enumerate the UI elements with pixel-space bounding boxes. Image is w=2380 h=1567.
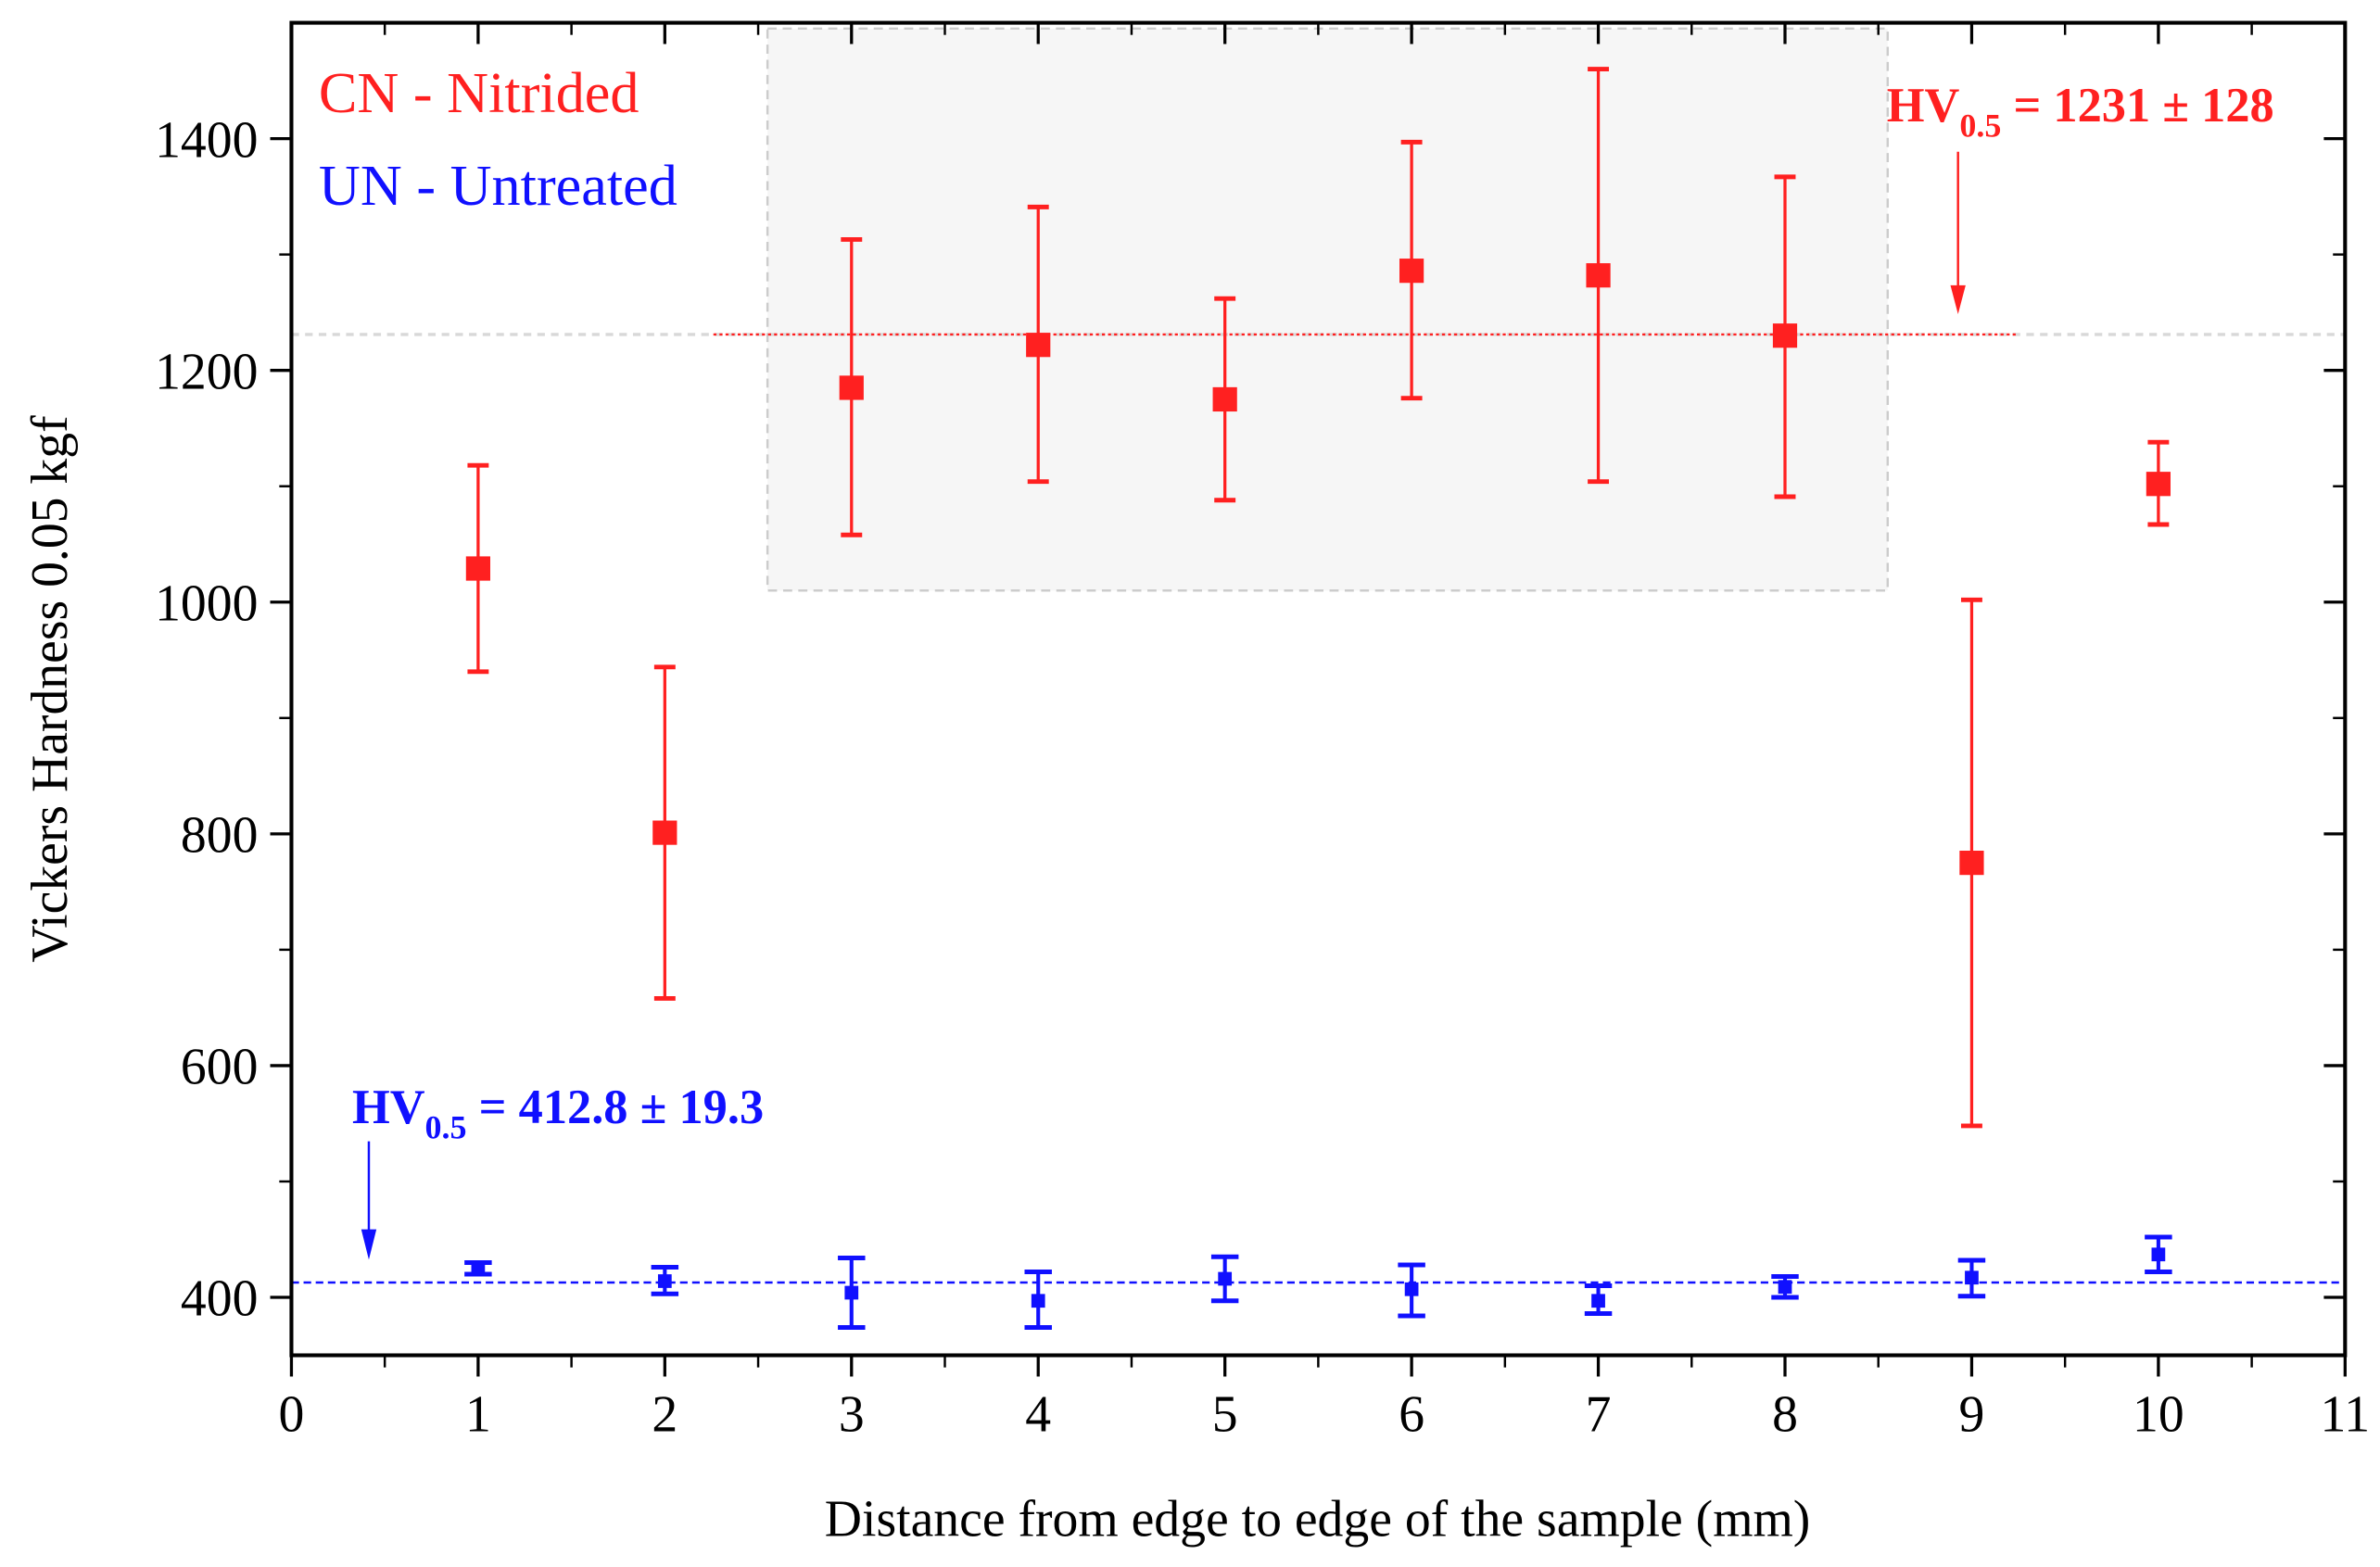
legend-cn: CN - Nitrided [319,62,639,125]
point-cn-1 [465,556,490,581]
point-cn-8 [1772,323,1798,348]
y-axis-label: Vickers Hardness 0.05 kgf [21,415,79,963]
point-un-4 [1031,1294,1045,1308]
x-tick-label: 5 [1212,1385,1238,1443]
point-cn-3 [839,375,864,400]
point-cn-7 [1586,263,1611,288]
point-un-3 [844,1285,859,1300]
point-cn-9 [1959,851,1984,876]
point-cn-10 [2146,472,2171,497]
arrow-cn [1950,151,1966,315]
x-tick-label: 1 [465,1385,491,1443]
x-tick-label: 8 [1772,1385,1798,1443]
y-tick-label: 1000 [155,575,258,632]
point-un-1 [471,1261,486,1276]
point-un-8 [1778,1280,1792,1295]
x-tick-label: 10 [2133,1385,2184,1443]
point-cn-5 [1212,386,1237,412]
point-un-5 [1218,1271,1233,1286]
y-tick-label: 400 [181,1270,259,1328]
point-cn-2 [652,820,677,845]
x-tick-label: 0 [279,1385,305,1443]
x-tick-label: 6 [1399,1385,1424,1443]
y-tick-label: 600 [181,1039,259,1096]
point-un-2 [657,1274,672,1288]
point-un-9 [1965,1270,1979,1285]
annotation-cn: HV0.5 = 1231 ± 128 [1887,79,2274,144]
annotation-un: HV0.5 = 412.8 ± 19.3 [352,1080,764,1145]
y-tick-label: 1200 [155,343,258,400]
point-cn-4 [1026,333,1051,358]
x-axis-label: Distance from edge to edge of the sample… [825,1490,1811,1548]
point-un-10 [2151,1247,2166,1262]
arrow-un [361,1141,377,1260]
x-tick-label: 4 [1025,1385,1051,1443]
x-tick-label: 9 [1959,1385,1985,1443]
point-un-7 [1591,1294,1605,1308]
highlight-region [766,27,1890,592]
point-un-6 [1404,1282,1419,1296]
x-tick-label: 3 [839,1385,865,1443]
x-tick-label: 2 [652,1385,677,1443]
x-tick-label: 11 [2321,1385,2371,1443]
y-tick-label: 1400 [155,111,258,169]
y-tick-label: 800 [181,807,259,865]
x-tick-label: 7 [1586,1385,1612,1443]
point-cn-6 [1399,259,1424,284]
legend-un: UN - Untreated [319,155,677,218]
